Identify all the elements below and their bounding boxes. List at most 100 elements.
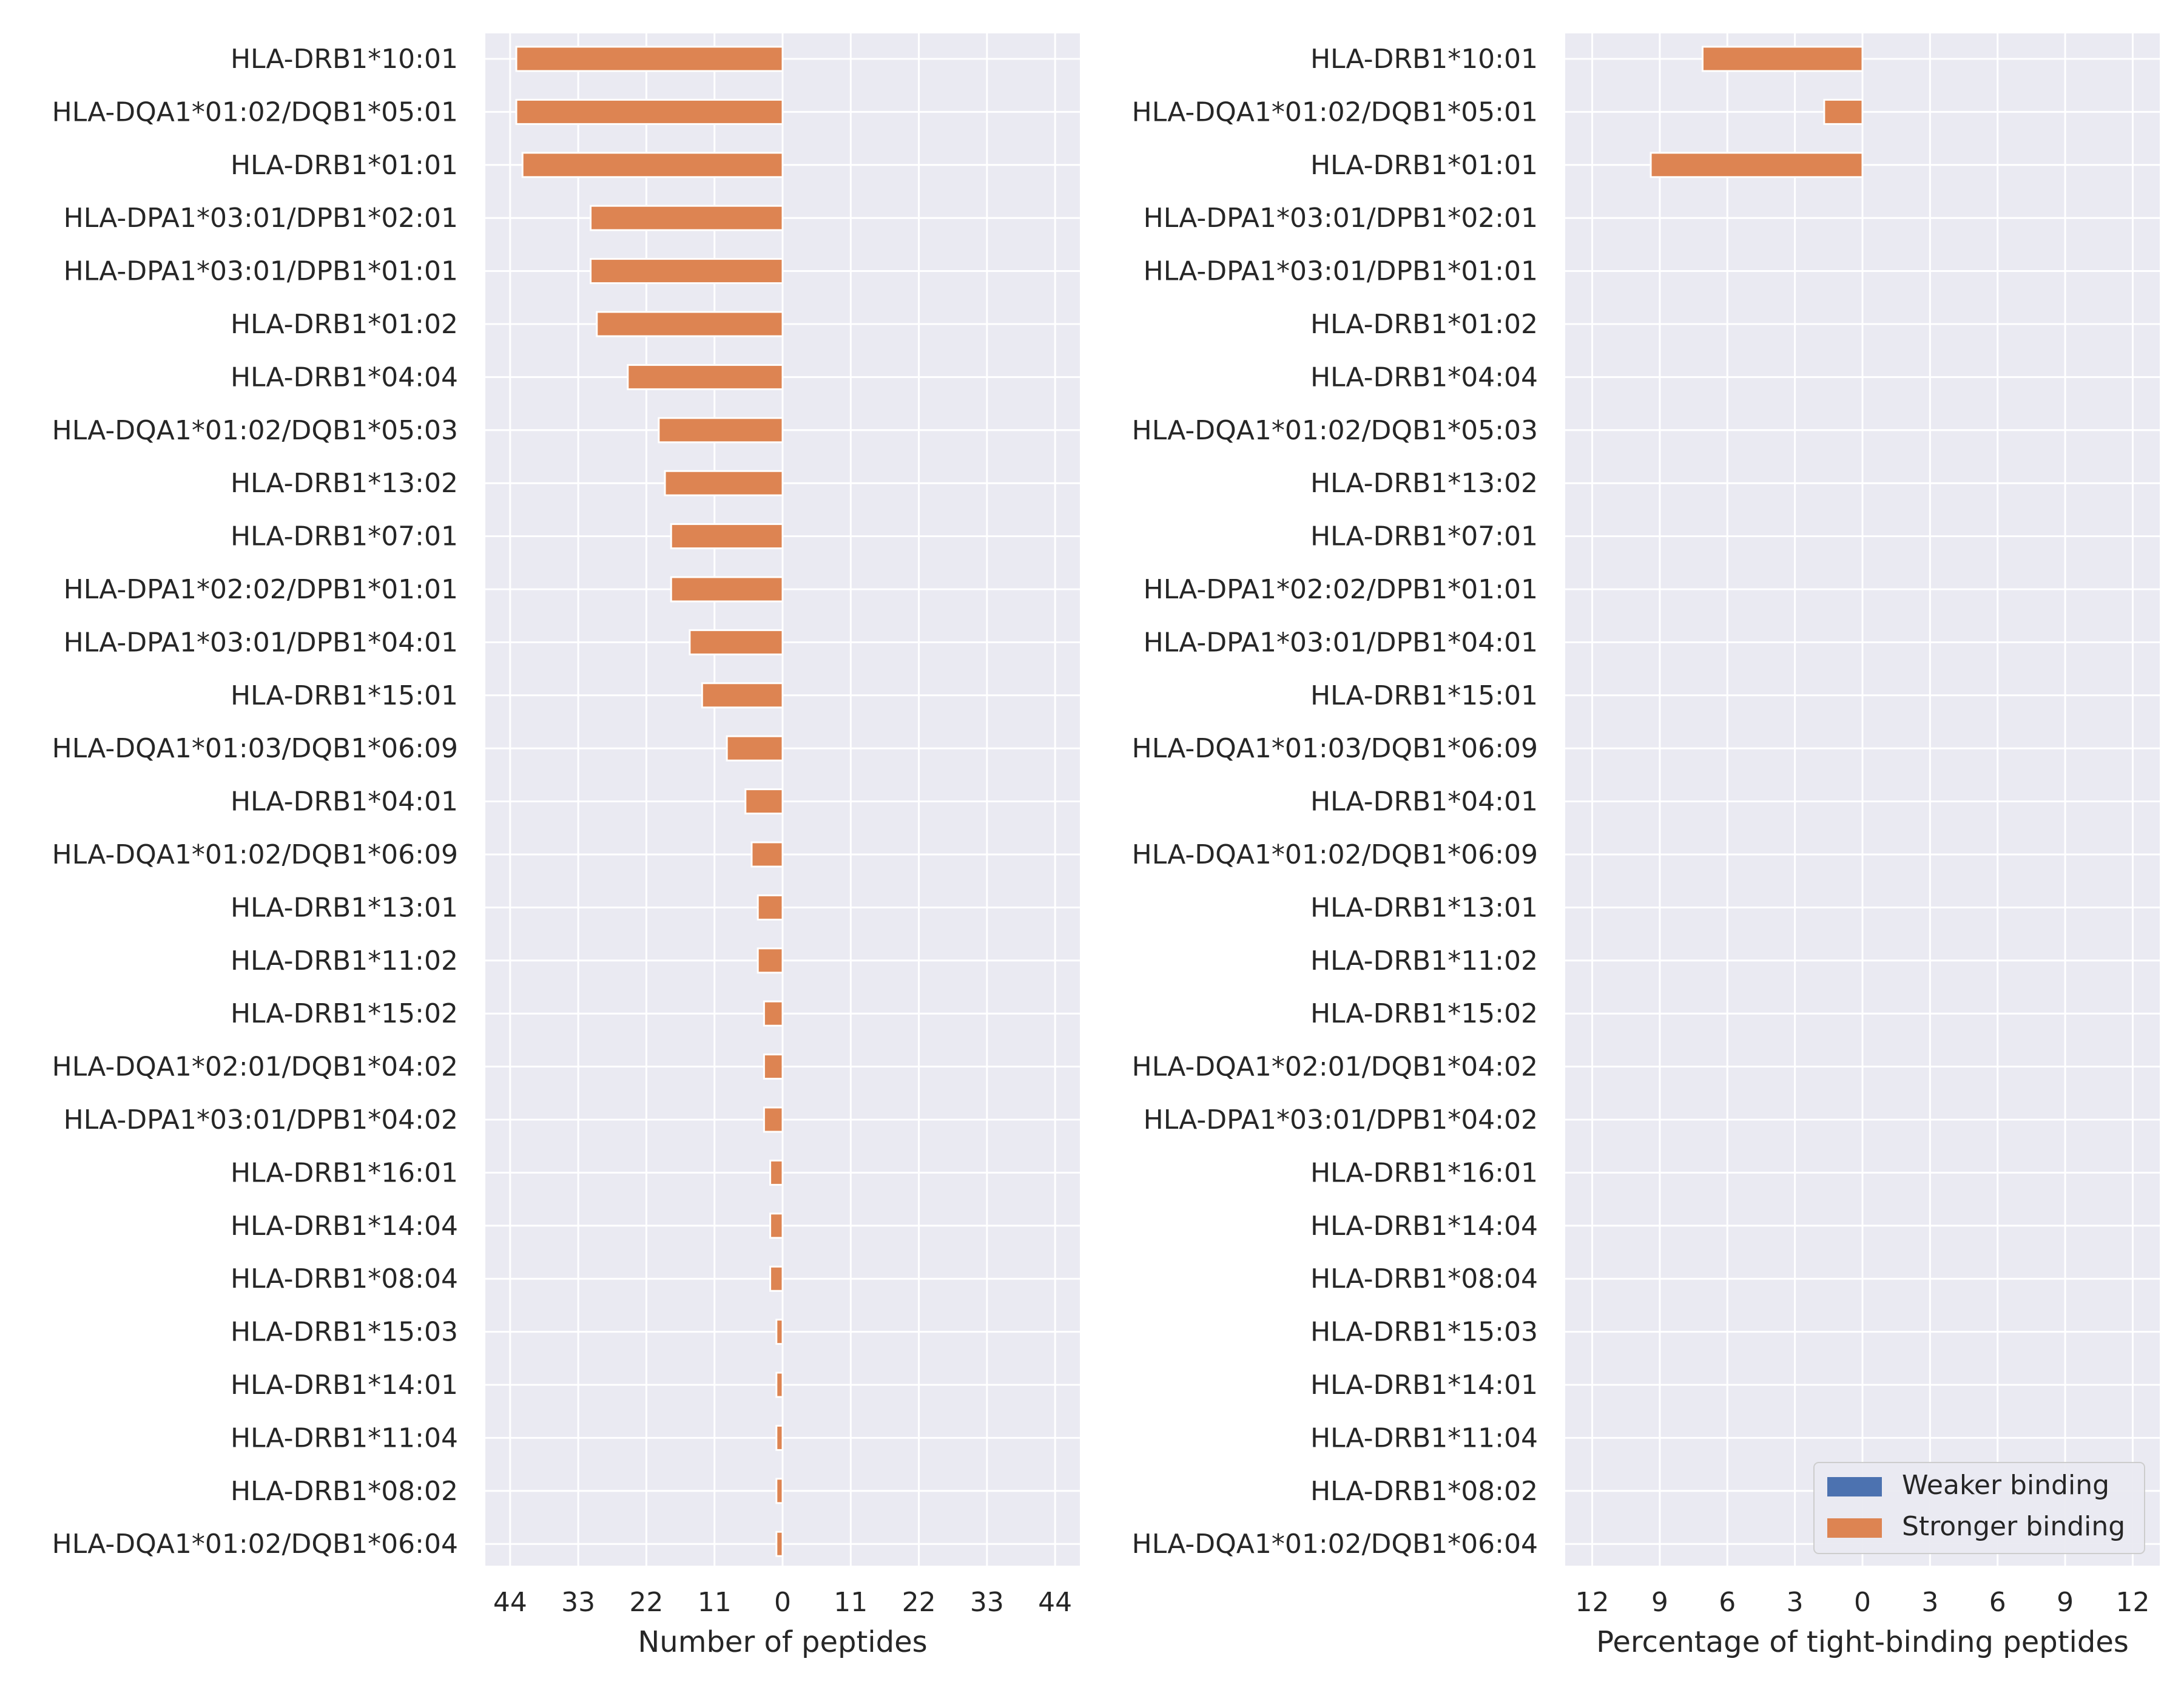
y-tick-label: HLA-DQA1*01:02/DQB1*05:01 [52, 96, 458, 127]
x-tick-label: 6 [1989, 1587, 2006, 1618]
y-tick-label: HLA-DQA1*01:03/DQB1*06:09 [52, 733, 458, 764]
y-tick-label: HLA-DQA1*01:02/DQB1*06:04 [52, 1529, 458, 1560]
bar-stronger-binding [689, 629, 784, 655]
x-tick-label: 12 [2115, 1587, 2149, 1618]
bar-stronger-binding [769, 1265, 784, 1292]
y-tick-label: HLA-DRB1*01:02 [231, 309, 458, 340]
y-tick-label: HLA-DRB1*04:01 [1310, 786, 1538, 817]
y-tick-label: HLA-DRB1*13:01 [231, 892, 458, 923]
legend-swatch [1827, 1518, 1882, 1538]
y-tick-label: HLA-DRB1*13:02 [1310, 468, 1538, 499]
bar-stronger-binding [757, 894, 784, 921]
y-tick-label: HLA-DPA1*03:01/DPB1*04:01 [64, 627, 458, 658]
y-tick-label: HLA-DRB1*13:01 [1310, 892, 1538, 923]
y-tick-label: HLA-DRB1*11:04 [1310, 1422, 1538, 1453]
bar-stronger-binding [515, 46, 784, 72]
bar-stronger-binding [658, 417, 784, 444]
y-tick-label: HLA-DRB1*01:01 [231, 150, 458, 181]
y-tick-label: HLA-DQA1*01:02/DQB1*05:03 [1132, 415, 1538, 446]
bar-stronger-binding [757, 947, 784, 974]
y-tick-label: HLA-DRB1*15:03 [231, 1317, 458, 1348]
y-tick-label: HLA-DRB1*11:02 [231, 945, 458, 976]
y-tick-label: HLA-DRB1*04:04 [1310, 362, 1538, 393]
bar-stronger-binding [763, 1053, 784, 1080]
y-tick-label: HLA-DRB1*01:01 [1310, 150, 1538, 181]
y-tick-label: HLA-DRB1*11:02 [1310, 945, 1538, 976]
y-tick-label: HLA-DRB1*16:01 [231, 1157, 458, 1188]
y-tick-label: HLA-DPA1*03:01/DPB1*02:01 [64, 203, 458, 234]
y-tick-label: HLA-DPA1*03:01/DPB1*04:02 [1144, 1104, 1538, 1135]
x-tick-label: 9 [2057, 1587, 2074, 1618]
y-tick-label: HLA-DRB1*15:03 [1310, 1317, 1538, 1348]
x-tick-label: 22 [902, 1587, 936, 1618]
y-tick-label: HLA-DRB1*15:02 [1310, 998, 1538, 1029]
x-tick-label: 3 [1921, 1587, 1938, 1618]
x-tick-label: 33 [970, 1587, 1004, 1618]
bar-stronger-binding [627, 364, 784, 390]
y-tick-label: HLA-DRB1*07:01 [1310, 521, 1538, 552]
y-tick-label: HLA-DRB1*08:02 [231, 1476, 458, 1507]
y-tick-label: HLA-DQA1*02:01/DQB1*04:02 [1132, 1052, 1538, 1083]
x-tick-label: 6 [1719, 1587, 1736, 1618]
chart-peptide-count: HLA-DRB1*10:01 HLA-DQA1*01:02/DQB1*05:01 H… [52, 33, 1080, 1659]
bar-stronger-binding [769, 1159, 784, 1186]
y-tick-label: HLA-DRB1*14:04 [1310, 1211, 1538, 1242]
y-tick-label: HLA-DQA1*01:02/DQB1*05:03 [52, 415, 458, 446]
y-tick-label: HLA-DRB1*14:04 [231, 1211, 458, 1242]
y-tick-label: HLA-DPA1*03:01/DPB1*01:01 [64, 256, 458, 287]
bar-stronger-binding [775, 1319, 784, 1345]
x-tick-label: 3 [1787, 1587, 1804, 1618]
bar-stronger-binding [670, 523, 784, 550]
y-tick-label: HLA-DQA1*01:02/DQB1*06:04 [1132, 1529, 1538, 1560]
y-tick-label: HLA-DRB1*15:01 [1310, 680, 1538, 711]
y-tick-label: HLA-DPA1*03:01/DPB1*04:02 [64, 1104, 458, 1135]
y-tick-label: HLA-DPA1*02:02/DPB1*01:01 [1144, 574, 1538, 605]
bar-stronger-binding [769, 1212, 784, 1239]
bar-stronger-binding [701, 682, 784, 709]
legend-label: Stronger binding [1902, 1511, 2125, 1542]
x-tick-label: 11 [834, 1587, 868, 1618]
bar-stronger-binding [664, 470, 784, 496]
y-tick-label: HLA-DRB1*08:04 [1310, 1263, 1538, 1294]
y-tick-label: HLA-DPA1*02:02/DPB1*01:01 [64, 574, 458, 605]
legend-swatch [1827, 1477, 1882, 1496]
y-tick-label: HLA-DQA1*01:02/DQB1*05:01 [1132, 96, 1538, 127]
y-tick-label: HLA-DRB1*15:02 [231, 998, 458, 1029]
y-tick-label: HLA-DRB1*13:02 [231, 468, 458, 499]
y-tick-label: HLA-DRB1*10:01 [231, 44, 458, 75]
bar-stronger-binding [521, 152, 784, 178]
x-tick-label: 11 [698, 1587, 732, 1618]
y-tick-label: HLA-DRB1*01:02 [1310, 309, 1538, 340]
x-tick-label: 9 [1651, 1587, 1668, 1618]
x-tick-label: 0 [1854, 1587, 1871, 1618]
bar-stronger-binding [775, 1478, 784, 1504]
x-axis-label: Number of peptides [638, 1625, 927, 1659]
x-tick-label: 44 [1038, 1587, 1072, 1618]
y-tick-label: HLA-DRB1*15:01 [231, 680, 458, 711]
x-axis-label: Percentage of tight-binding peptides [1596, 1625, 2129, 1659]
y-tick-label: HLA-DRB1*08:04 [231, 1263, 458, 1294]
y-tick-label: HLA-DRB1*04:01 [231, 786, 458, 817]
bar-stronger-binding [775, 1530, 784, 1557]
y-tick-label: HLA-DRB1*04:04 [231, 362, 458, 393]
bar-stronger-binding [775, 1371, 784, 1398]
y-tick-label: HLA-DQA1*01:02/DQB1*06:09 [1132, 839, 1538, 870]
bar-stronger-binding [1650, 152, 1864, 178]
y-tick-label: HLA-DRB1*11:04 [231, 1422, 458, 1453]
bar-stronger-binding [763, 1000, 784, 1027]
y-tick-label: HLA-DPA1*03:01/DPB1*01:01 [1144, 256, 1538, 287]
legend-box [1813, 1462, 2145, 1554]
bar-stronger-binding [1701, 46, 1864, 72]
bar-stronger-binding [590, 205, 784, 231]
y-tick-label: HLA-DRB1*16:01 [1310, 1157, 1538, 1188]
y-tick-label: HLA-DQA1*01:02/DQB1*06:09 [52, 839, 458, 870]
bar-stronger-binding [775, 1424, 784, 1451]
y-tick-label: HLA-DRB1*08:02 [1310, 1476, 1538, 1507]
y-tick-label: HLA-DRB1*14:01 [231, 1370, 458, 1401]
chart-tight-binding-percentage: HLA-DRB1*10:01 HLA-DQA1*01:02/DQB1*05:01 H… [1132, 33, 2160, 1659]
x-tick-label: 0 [774, 1587, 791, 1618]
y-tick-label: HLA-DRB1*10:01 [1310, 44, 1538, 75]
bar-stronger-binding [763, 1106, 784, 1133]
bar-stronger-binding [596, 311, 784, 337]
bar-stronger-binding [750, 841, 784, 868]
